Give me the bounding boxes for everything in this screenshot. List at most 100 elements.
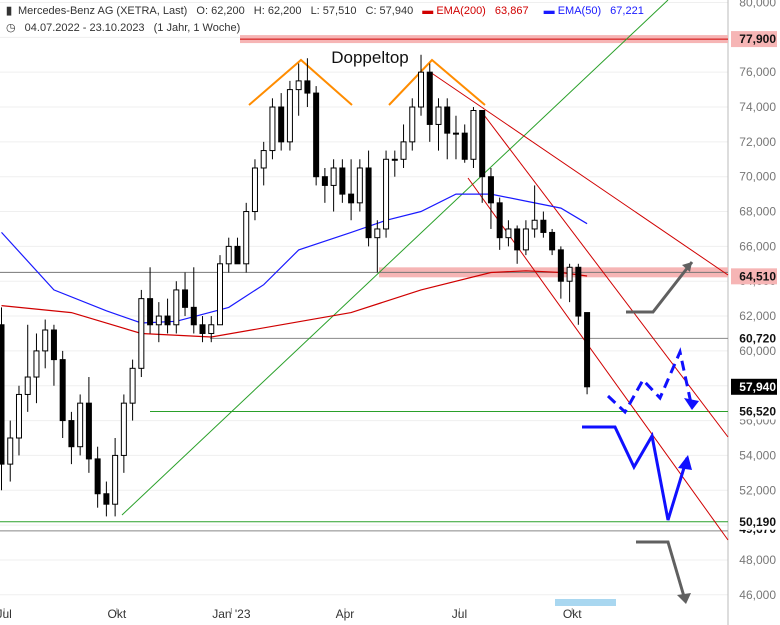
date-range: 04.07.2022 - 23.10.2023 [24,22,145,34]
horizontal-levels [0,35,728,606]
candle-body [496,202,503,239]
candle-body [173,289,180,326]
price-callouts: 64,07049,67077,90060,72056,52064,51050,1… [731,31,777,537]
candle-body [549,231,556,251]
candle-body [147,298,154,326]
y-tick-label: 66,000 [739,239,776,253]
price-callout-box [731,31,777,48]
candle-body [234,245,241,265]
price-callout-box [731,330,777,347]
x-tick-label: Apr [336,607,355,621]
candle-body [566,266,573,282]
y-tick-label: 62,000 [739,309,776,323]
ema200-line [1,270,588,338]
candle-body [356,167,363,204]
candle-body [514,228,521,251]
candle-body [304,80,311,94]
candle-body [470,110,477,160]
candle-body [243,211,250,265]
price-callout-label: 64,510 [739,269,776,283]
y-axis: 46,00048,00050,00052,00054,00056,00058,0… [739,0,776,602]
candle-body [339,167,346,195]
open-value: O: 62,200 [196,5,245,17]
candle-body [251,167,258,213]
ema200-label: EMA(200) [436,5,486,17]
candle-body [24,376,31,395]
candle-body [7,437,14,465]
candle-body [452,132,459,135]
scenario-up-arrow-head [682,262,692,272]
ema-lines [1,193,588,338]
candle-body [409,106,416,143]
ema50-legend: ▬ EMA(50) 67,221 [543,5,644,17]
y-tick-label: 72,000 [739,135,776,149]
candle-body [155,315,162,326]
scenario-blue-arrow-head [678,455,692,470]
price-callout-label: 56,520 [739,405,776,419]
y-tick-label: 52,000 [739,483,776,497]
price-callout-box [731,268,777,285]
candle-body [461,132,468,160]
price-callout-label: 57,940 [739,380,776,394]
candle-body [522,228,529,251]
y-tick-label: 74,000 [739,100,776,114]
y-tick-label: 70,000 [739,170,776,184]
candle-body [444,106,451,134]
candle-body [164,315,171,326]
scenario-down-arrow-path [636,540,687,601]
channel-lower-line [467,177,729,541]
candle-body [59,359,66,422]
x-tick-label: Jan '23 [212,607,251,621]
doppeltop-label: Doppeltop [331,48,409,67]
price-callout-label: 60,720 [739,331,776,345]
ema200-value: 63,867 [494,5,529,17]
candle-body [286,89,293,143]
price-callout-label: 77,900 [739,32,776,46]
x-tick-label: Jul [452,607,467,621]
chart-header: ▮ Mercedes-Benz AG (XETRA, Last) O: 62,20… [6,4,656,17]
candle-body [374,228,381,239]
candle-body [365,167,372,239]
candle-body [348,193,355,204]
scenario-up-arrow-path [626,261,694,314]
chart-period: ◷ 04.07.2022 - 23.10.2023 (1 Jahr, 1 Woc… [6,21,246,34]
period-span: (1 Jahr, 1 Woche) [153,22,241,34]
uptrend-line [121,0,669,516]
price-callout-label: 50,190 [739,515,776,529]
candle-body [190,306,197,326]
chart-type-icon[interactable]: ▮ [6,5,13,17]
scenario-dashed-arrow-head [684,398,699,410]
candle-body [479,110,486,178]
ema50-label: EMA(50) [557,5,602,17]
price-callout-box [731,513,777,530]
candlesticks [0,54,591,517]
candle-body [531,219,538,230]
candle-body [33,350,40,378]
x-axis: Jul Okt Jan '23 Apr Jul Okt [0,607,582,621]
y-tick-label: 68,000 [739,205,776,219]
candle-body [435,106,442,125]
candle-body [50,329,57,361]
scenario-blue-arrow-path [582,425,689,521]
candle-body [85,402,92,460]
scenario-arrows [582,261,699,604]
candle-body [584,312,591,388]
candle-body [208,324,215,334]
candle-body [217,263,223,326]
instrument-title: Mercedes-Benz AG (XETRA, Last) [18,5,188,17]
scenario-dashed-arrow-path [606,347,694,415]
candle-body [278,106,285,143]
candle-body [487,176,494,204]
candle-body [321,176,328,186]
channel-upper-line [429,71,729,276]
price-callout-box [731,378,777,395]
candle-body [120,402,127,456]
candle-body [330,167,337,186]
candle-body [15,393,22,439]
candle-body [42,329,49,352]
candle-body [138,298,145,369]
candle-body [383,158,390,230]
candle-body [0,324,5,465]
scenario-down-arrow-head [677,593,691,604]
